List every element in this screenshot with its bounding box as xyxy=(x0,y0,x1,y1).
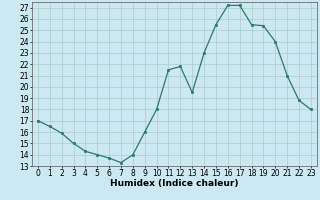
X-axis label: Humidex (Indice chaleur): Humidex (Indice chaleur) xyxy=(110,179,239,188)
